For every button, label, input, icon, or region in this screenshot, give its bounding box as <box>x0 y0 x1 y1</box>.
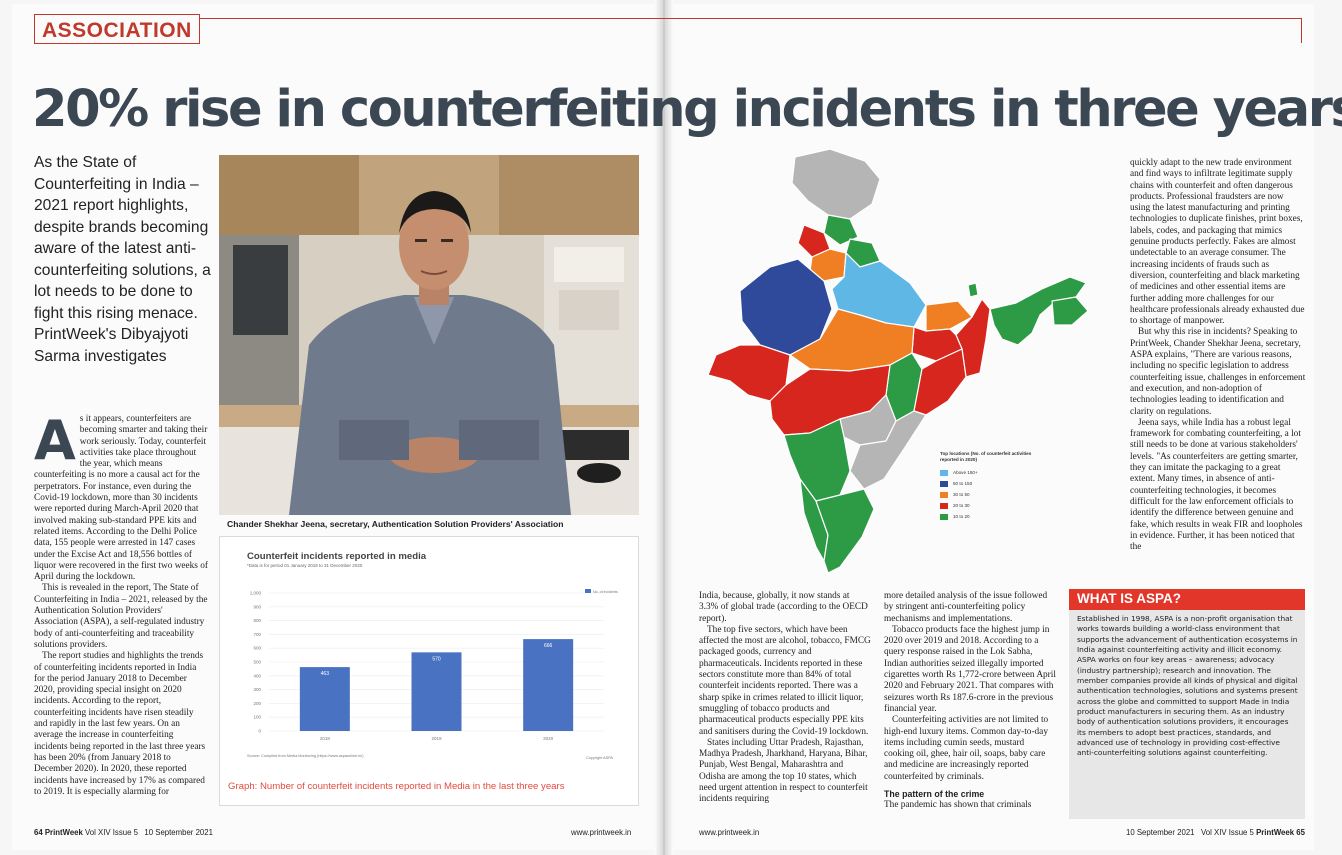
standfirst: As the State of Counterfeiting in India … <box>34 154 211 365</box>
legend-swatch <box>940 491 948 498</box>
chart-bar <box>523 639 574 731</box>
legend-item: 10 to 20 <box>940 511 1050 522</box>
body-paragraph: quickly adapt to the new trade environme… <box>1130 158 1305 327</box>
map-legend: Top locations (No. of counterfeit activi… <box>940 451 1050 522</box>
bar-value-label: 463 <box>321 671 330 677</box>
body-paragraph: The report studies and highlights the tr… <box>34 651 206 797</box>
body-paragraph: India, because, globally, it now stands … <box>699 591 868 624</box>
date: 10 September 2021 <box>1126 828 1195 837</box>
y-tick-label: 1,000 <box>250 591 262 596</box>
legend-item: 50 to 150 <box>940 478 1050 489</box>
legend-item: 20 to 30 <box>940 500 1050 511</box>
y-tick-label: 200 <box>253 701 261 706</box>
body-column-right-2: more detailed analysis of the issue foll… <box>884 591 1056 812</box>
body-paragraph: Tobacco products face the highest jump i… <box>884 624 1056 714</box>
aspa-sidebar <box>1069 589 1305 819</box>
url-left: www.printweek.in <box>571 828 632 837</box>
legend-swatch <box>940 513 948 520</box>
y-tick-label: 0 <box>258 729 261 734</box>
folio-left: 64 PrintWeek Vol XIV Issue 5 10 Septembe… <box>34 828 213 837</box>
legend-label: 30 to 50 <box>953 492 970 497</box>
issue: Vol XIV Issue 5 <box>85 828 138 837</box>
body-paragraph: States including Uttar Pradesh, Rajastha… <box>699 737 868 805</box>
magazine-name: PrintWeek <box>44 828 83 837</box>
legend-item: 30 to 50 <box>940 489 1050 500</box>
portrait-photo <box>219 155 639 515</box>
magazine-name: PrintWeek <box>1256 828 1295 837</box>
legend-swatch <box>940 469 948 476</box>
body-column-left: A s it appears, counterfeiters are becom… <box>34 414 208 798</box>
chart-bar <box>299 667 350 731</box>
chart-title: Counterfeit incidents reported in media <box>247 551 427 562</box>
legend-title: Top locations (No. of counterfeit activi… <box>940 451 1032 462</box>
body-paragraph: The pandemic has shown that criminals <box>884 800 1032 811</box>
legend-label: 10 to 20 <box>953 514 970 519</box>
x-tick-label: 2018 <box>320 736 331 741</box>
legend-swatch <box>585 589 591 593</box>
body-column-right-1: India, because, globally, it now stands … <box>699 591 871 806</box>
chart-bar <box>411 652 462 731</box>
legend-swatch <box>940 480 948 487</box>
subhead: The pattern of the crime <box>884 789 985 800</box>
chart-copyright: Copyright ASPA <box>586 756 613 760</box>
y-tick-label: 100 <box>253 715 261 720</box>
x-tick-label: 2019 <box>431 736 442 741</box>
section-label: ASSOCIATION <box>34 14 200 44</box>
bar-chart: 1,000 900 800 700 600 500 400 300 200 100 0 463 2018… <box>250 589 618 741</box>
y-tick-label: 900 <box>253 604 261 609</box>
x-tick-label: 2020 <box>543 736 554 741</box>
legend-label: No. of incidents <box>593 590 618 594</box>
body-paragraph: more detailed analysis of the issue foll… <box>884 591 1048 624</box>
page-number: 64 <box>34 828 43 837</box>
body-column-right-3: quickly adapt to the new trade environme… <box>1130 158 1306 553</box>
legend-label: Above 150+ <box>953 470 978 475</box>
chart-subtitle: *Data is for period 01 January 2018 to 3… <box>247 563 363 568</box>
legend-item: Above 150+ <box>940 467 1050 478</box>
section-rule <box>34 18 1302 43</box>
folio-right: 10 September 2021 Vol XIV Issue 5 PrintW… <box>1126 828 1305 837</box>
bar-value-label: 666 <box>544 643 553 649</box>
y-tick-label: 400 <box>253 673 261 678</box>
date: 10 September 2021 <box>144 828 213 837</box>
page-number: 65 <box>1296 828 1305 837</box>
legend-label: 20 to 30 <box>953 503 970 508</box>
y-tick-label: 700 <box>253 632 261 637</box>
body-paragraph: s it appears, counterfeiters are becomin… <box>34 414 208 583</box>
graph-caption: Graph: Number of counterfeit incidents r… <box>228 781 565 792</box>
url-right: www.printweek.in <box>699 828 760 837</box>
legend-swatch <box>940 502 948 509</box>
page-gutter <box>655 0 673 855</box>
y-tick-label: 800 <box>253 618 261 623</box>
body-paragraph: This is revealed in the report, The Stat… <box>34 583 208 650</box>
body-paragraph: The top five sectors, which have been af… <box>699 624 871 737</box>
body-paragraph: Jeena says, while India has a robust leg… <box>1130 417 1303 553</box>
body-paragraph: But why this rise in incidents? Speaking… <box>1130 327 1306 417</box>
y-tick-label: 600 <box>253 646 261 651</box>
aspa-text: Established in 1998, ASPA is a non-profi… <box>1077 614 1298 758</box>
y-tick-label: 300 <box>253 687 261 692</box>
body-paragraph: Counterfeiting activities are not limite… <box>884 715 1049 782</box>
y-tick-label: 500 <box>253 660 261 665</box>
bar-value-label: 570 <box>432 656 441 662</box>
issue: Vol XIV Issue 5 <box>1201 828 1254 837</box>
legend-label: 50 to 150 <box>953 481 973 486</box>
india-map <box>707 149 1089 574</box>
headline: 20% rise in counterfeiting incidents in … <box>32 80 1342 139</box>
photo-caption: Chander Shekhar Jeena, secretary, Authen… <box>227 519 564 529</box>
drop-cap: A <box>34 409 76 472</box>
chart-source: Source: Compiled from Media Monitoring (… <box>247 754 364 758</box>
aspa-title: WHAT IS ASPA? <box>1069 589 1305 610</box>
